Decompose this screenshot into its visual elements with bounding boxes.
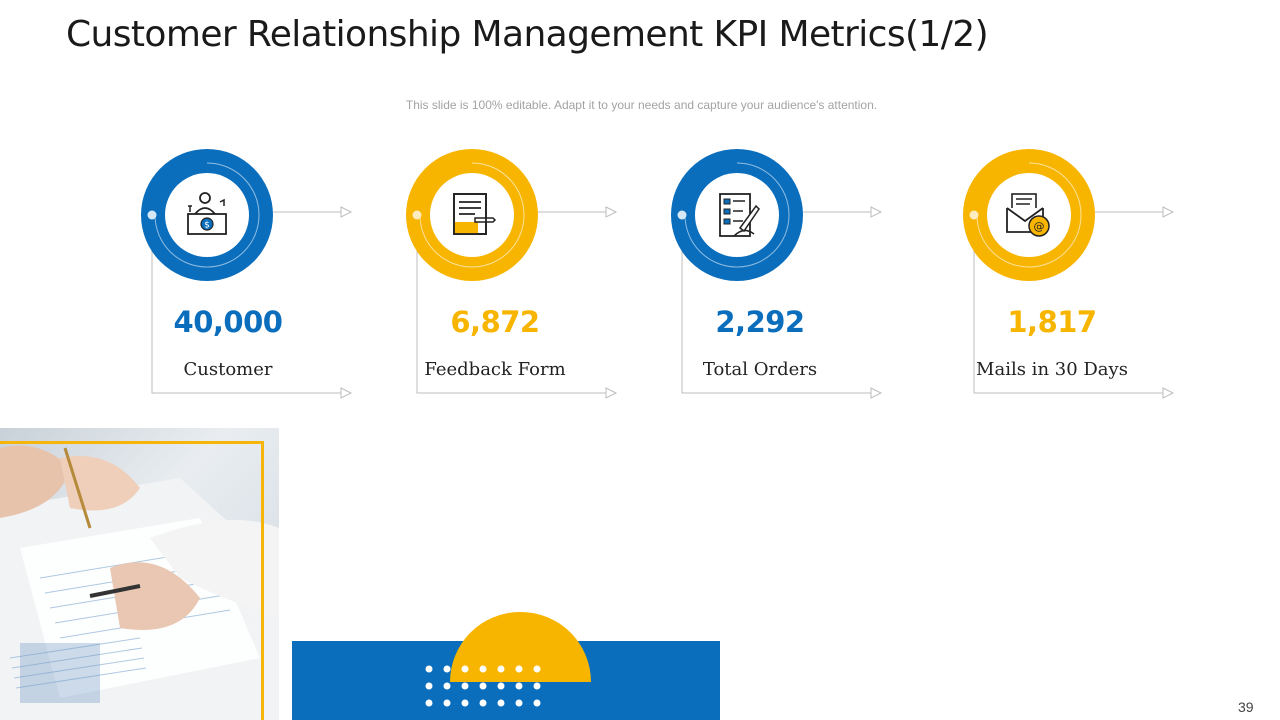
kpi-value: 40,000 [173, 305, 283, 339]
kpi-card-feedback-form: 6,872 Feedback Form [406, 145, 706, 405]
kpi-label: Feedback Form [424, 359, 566, 380]
cashier-icon: $ [187, 192, 227, 235]
kpi-connector-lines [681, 206, 883, 399]
kpi-value: 6,872 [450, 305, 540, 339]
kpi-value: 2,292 [715, 305, 805, 339]
photo-frame-accent [0, 441, 264, 720]
kpi-ring [671, 149, 803, 281]
kpi-ring [406, 149, 538, 281]
business-documents-photo [0, 428, 279, 720]
kpi-label: Mails in 30 Days [976, 359, 1128, 380]
kpi-card-customer: $ 40,000 Customer [141, 145, 441, 405]
slide-subtitle: This slide is 100% editable. Adapt it to… [405, 98, 878, 112]
decorative-dot-grid [425, 665, 541, 707]
kpi-connector-lines [973, 206, 1175, 399]
kpi-ring: @ [963, 149, 1095, 281]
form-icon [453, 193, 497, 235]
kpi-value: 1,817 [1007, 305, 1097, 339]
kpi-card-mails: @ 1,817 Mails in 30 Days [963, 145, 1263, 405]
svg-text:$: $ [204, 221, 210, 231]
page-number: 39 [1238, 699, 1254, 715]
kpi-card-total-orders: 2,292 Total Orders [671, 145, 971, 405]
kpi-label: Customer [183, 359, 273, 380]
svg-text:@: @ [1034, 220, 1045, 233]
slide-title: Customer Relationship Management KPI Met… [66, 14, 989, 55]
kpi-connector-lines [416, 206, 618, 399]
kpi-connector-lines [151, 206, 353, 399]
kpi-label: Total Orders [702, 359, 818, 380]
checklist-icon [719, 193, 760, 237]
email-icon: @ [1006, 193, 1050, 237]
kpi-ring: $ [141, 149, 273, 281]
